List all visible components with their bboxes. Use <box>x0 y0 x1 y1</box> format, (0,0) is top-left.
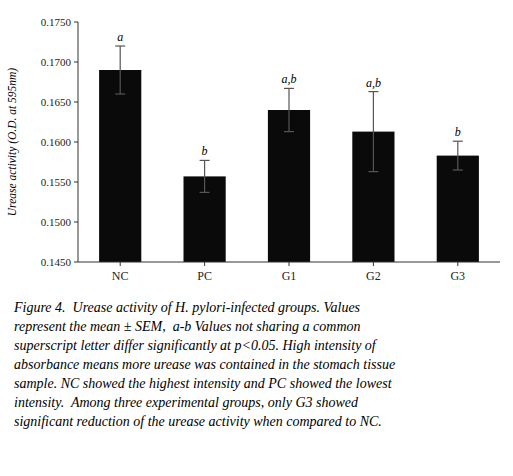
x-tick <box>289 262 290 266</box>
error-cap <box>115 45 125 46</box>
y-tick-label: 0.1450 <box>41 256 72 268</box>
x-tick <box>457 262 458 266</box>
x-tick-label: PC <box>197 269 212 283</box>
error-cap <box>200 160 210 161</box>
error-line <box>373 92 374 172</box>
y-tick-label: 0.1550 <box>41 176 72 188</box>
error-cap <box>453 169 463 170</box>
caption-line: absorbance means more urease was contain… <box>14 357 395 372</box>
y-tick-label: 0.1650 <box>41 96 72 108</box>
significance-label: a,b <box>282 72 297 86</box>
error-bar <box>115 46 125 94</box>
error-cap <box>453 141 463 142</box>
error-bar <box>200 160 210 192</box>
error-cap <box>368 91 378 92</box>
significance-label: b <box>455 125 461 139</box>
error-cap <box>200 192 210 193</box>
chart: a b a,b a,b b 0.1450 0.1500 0.1550 0.1600 0.1650 0… <box>0 0 513 476</box>
caption-line: represent the mean ± SEM, a-b Values not… <box>14 319 361 334</box>
error-line <box>120 46 121 94</box>
caption-line: intensity. Among three experimental grou… <box>14 395 359 410</box>
y-tick-label: 0.1750 <box>41 16 72 28</box>
x-tick-label: NC <box>112 269 129 283</box>
y-tick <box>74 102 78 103</box>
x-tick-label: G2 <box>366 269 381 283</box>
y-tick <box>74 262 78 263</box>
error-bar <box>368 92 378 172</box>
significance-label: b <box>202 144 208 158</box>
caption-line: sample. NC showed the highest intensity … <box>14 376 393 391</box>
y-tick <box>74 142 78 143</box>
significance-label: a,b <box>366 76 381 90</box>
error-line <box>457 141 458 170</box>
error-cap <box>284 88 294 89</box>
x-tick <box>204 262 205 266</box>
y-tick-label: 0.1500 <box>41 216 72 228</box>
caption-line: significant reduction of the urease acti… <box>14 414 382 429</box>
error-bar <box>453 141 463 170</box>
bar <box>437 156 479 262</box>
error-cap <box>115 93 125 94</box>
error-line <box>204 160 205 192</box>
x-tick <box>120 262 121 266</box>
y-tick <box>74 182 78 183</box>
y-axis-label: Urease activity (O.D. at 595nm) <box>6 68 19 217</box>
x-tick <box>373 262 374 266</box>
y-tick <box>74 22 78 23</box>
x-tick-label: G3 <box>450 269 465 283</box>
y-tick-label: 0.1600 <box>41 136 72 148</box>
plot-area <box>99 46 479 262</box>
caption-line: superscript letter differ significantly … <box>14 338 378 353</box>
error-cap <box>284 131 294 132</box>
error-cap <box>368 171 378 172</box>
caption-line: Figure 4. Urease activity of H. pylori-i… <box>13 300 361 315</box>
y-tick <box>74 222 78 223</box>
bar <box>99 70 141 262</box>
significance-label: a <box>117 30 123 44</box>
error-line <box>288 88 289 131</box>
x-tick-label: G1 <box>282 269 297 283</box>
y-tick <box>74 62 78 63</box>
y-tick-label: 0.1700 <box>41 56 72 68</box>
error-bar <box>284 88 294 131</box>
bar <box>268 110 310 262</box>
